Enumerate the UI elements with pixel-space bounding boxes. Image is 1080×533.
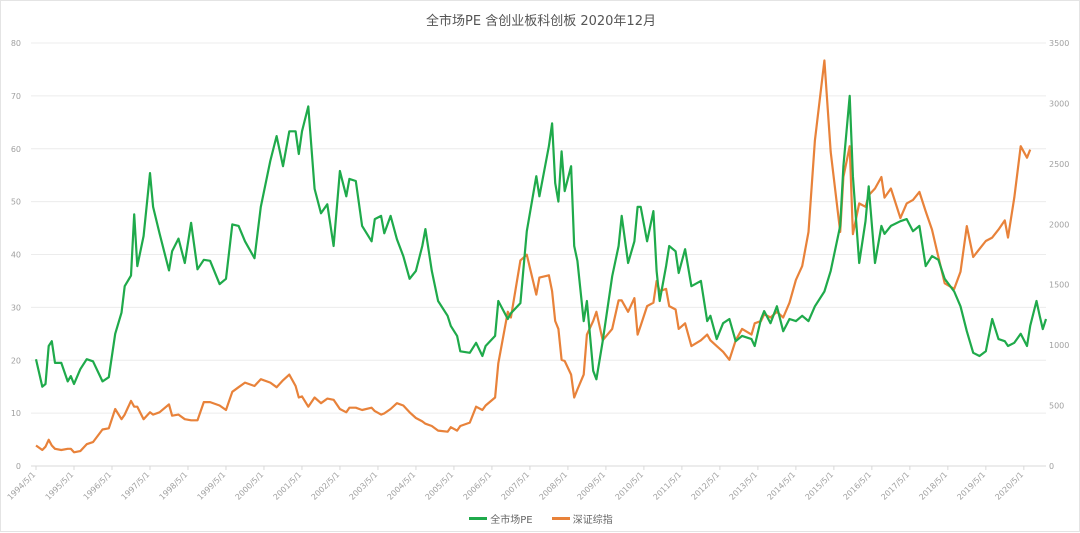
x-tick-label: 2007/5/1 xyxy=(500,470,532,502)
y-right-tick-label: 3000 xyxy=(1049,99,1069,108)
x-tick-label: 2014/5/1 xyxy=(766,470,798,502)
y-left-tick-label: 0 xyxy=(16,462,21,471)
legend-swatch-pe xyxy=(469,517,488,520)
x-tick-label: 2006/5/1 xyxy=(462,470,494,502)
x-tick-label: 2011/5/1 xyxy=(652,470,684,502)
x-tick-label: 2004/5/1 xyxy=(386,470,418,502)
x-tick-label: 1995/5/1 xyxy=(44,470,76,502)
legend-item-szzs[interactable]: 深证综指 xyxy=(551,511,613,526)
y-left-tick-label: 80 xyxy=(11,39,21,48)
x-tick-label: 1997/5/1 xyxy=(120,470,152,502)
x-tick-label: 2002/5/1 xyxy=(310,470,342,502)
x-tick-label: 2020/5/1 xyxy=(993,470,1025,502)
x-tick-label: 1994/5/1 xyxy=(6,470,38,502)
legend: 全市场PE 深证综指 xyxy=(1,511,1080,526)
x-tick-label: 1999/5/1 xyxy=(196,470,228,502)
y-right-tick-label: 1000 xyxy=(1049,341,1069,350)
y-left-tick-label: 20 xyxy=(11,356,21,365)
x-tick-label: 2018/5/1 xyxy=(917,470,949,502)
legend-swatch-szzs xyxy=(551,517,570,520)
x-tick-label: 2009/5/1 xyxy=(576,470,608,502)
y-right-tick-label: 500 xyxy=(1049,402,1064,411)
y-left-tick-label: 50 xyxy=(11,198,21,207)
legend-label-pe: 全市场PE xyxy=(490,515,533,526)
x-tick-label: 2012/5/1 xyxy=(690,470,722,502)
y-right-tick-label: 2500 xyxy=(1049,160,1069,169)
x-tick-label: 2019/5/1 xyxy=(955,470,987,502)
y-left-tick-label: 10 xyxy=(11,409,21,418)
x-tick-label: 2013/5/1 xyxy=(728,470,760,502)
x-tick-label: 1996/5/1 xyxy=(82,470,114,502)
legend-label-szzs: 深证综指 xyxy=(572,515,613,526)
x-tick-label: 2003/5/1 xyxy=(348,470,380,502)
y-right-tick-label: 2000 xyxy=(1049,220,1069,229)
y-right-tick-label: 0 xyxy=(1049,462,1054,471)
x-tick-label: 1998/5/1 xyxy=(158,470,190,502)
x-tick-label: 2000/5/1 xyxy=(234,470,266,502)
x-tick-label: 2015/5/1 xyxy=(804,470,836,502)
x-tick-label: 2001/5/1 xyxy=(272,470,304,502)
x-tick-label: 2005/5/1 xyxy=(424,470,456,502)
series-line-pe xyxy=(34,94,1048,388)
x-tick-label: 2010/5/1 xyxy=(614,470,646,502)
y-left-tick-label: 60 xyxy=(11,145,21,154)
y-left-tick-label: 40 xyxy=(11,251,21,260)
y-right-tick-label: 1500 xyxy=(1049,281,1069,290)
x-tick-label: 2008/5/1 xyxy=(538,470,570,502)
x-tick-label: 2017/5/1 xyxy=(879,470,911,502)
chart-title: 全市场PE 含创业板科创板 2020年12月 xyxy=(426,14,656,29)
y-right-tick-label: 3500 xyxy=(1049,39,1069,48)
y-left-tick-label: 30 xyxy=(11,303,21,312)
x-tick-label: 2016/5/1 xyxy=(842,470,874,502)
y-left-tick-label: 70 xyxy=(11,92,21,101)
legend-item-pe[interactable]: 全市场PE xyxy=(469,511,533,526)
